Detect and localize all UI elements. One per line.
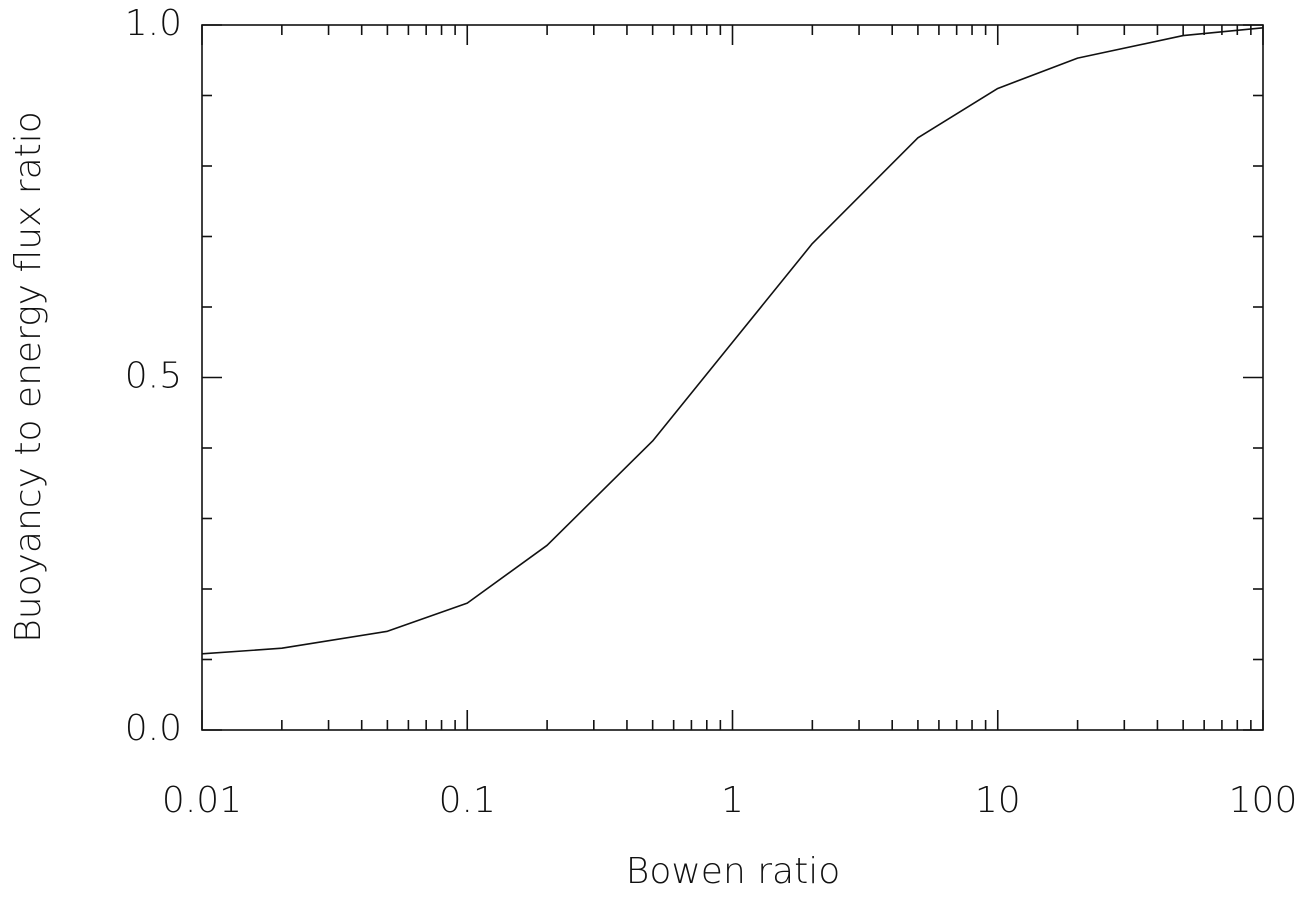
y-tick-label: 0.5 (125, 356, 182, 397)
x-tick-label: 10 (975, 780, 1021, 821)
x-axis-label: Bowen ratio (626, 851, 840, 892)
plot-frame (201, 24, 1264, 731)
y-tick-label: 0.0 (125, 708, 182, 749)
y-axis-label: Buoyancy to energy flux ratio (8, 111, 49, 643)
y-tick-label: 1.0 (125, 3, 182, 44)
x-tick-label: 0.01 (162, 780, 242, 821)
x-tick-label: 1 (721, 780, 744, 821)
line-series (201, 27, 1264, 655)
x-tick-label: 0.1 (439, 780, 496, 821)
x-tick-label: 100 (1229, 780, 1298, 821)
